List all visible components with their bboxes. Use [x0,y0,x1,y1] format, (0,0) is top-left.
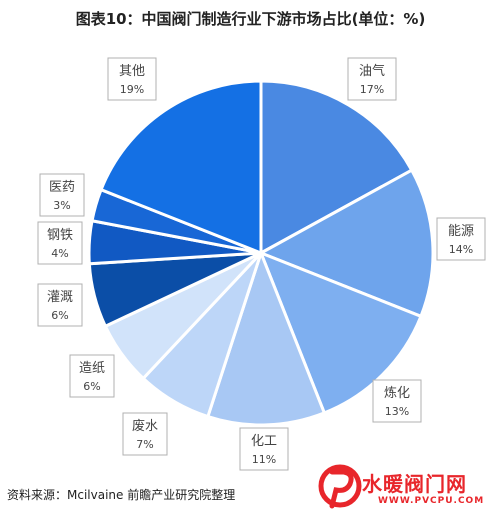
slice-label-box [107,57,157,101]
logo-url: WWW.PVCPU.COM [378,496,485,506]
slice-label-name: 造纸 [79,361,105,376]
slice-label-name: 炼化 [384,386,410,401]
slice-label-box [37,283,83,327]
slice-label-value: 14% [449,243,473,256]
watermark-logo: 水暖阀门网 WWW.PVCPU.COM [318,458,500,514]
pie-slice-4 [205,248,327,427]
slice-label-box [372,379,422,423]
slice-label-value: 13% [385,405,409,418]
slice-label-name: 其他 [119,64,145,79]
slice-label-value: 3% [53,199,70,212]
chart-title: 图表10：中国阀门制造行业下游市场占比(单位：%) [75,10,426,28]
slice-label-name: 废水 [132,418,158,434]
pie-slice-10 [99,79,263,256]
slice-label-box [436,217,486,261]
slice-label-box [37,221,83,265]
pie-slice-2 [257,168,435,319]
slice-label-box [347,57,397,101]
slice-label-value: 11% [252,453,276,466]
slice-label-name: 灌溉 [47,290,73,305]
slice-label-value: 17% [360,83,384,96]
slice-label-box [239,427,289,471]
slice-label-value: 6% [51,309,68,322]
logo-mark-icon [318,464,362,509]
slice-label-box [39,173,85,217]
slice-label-box [69,354,115,398]
slice-label-box [122,412,168,456]
slice-label-value: 6% [83,380,100,393]
pie-slice-3 [258,250,423,415]
slice-label-name: 医药 [49,180,75,195]
slice-label-value: 19% [120,83,144,96]
source-note: 资料来源：Mcilvaine 前瞻产业研究院整理 [7,488,236,502]
slice-label-name: 化工 [251,434,277,449]
slice-label-value: 7% [136,438,153,451]
slice-label-name: 能源 [448,224,474,239]
pie-slice-1 [259,79,414,256]
slice-label-name: 钢铁 [47,228,73,243]
slice-label-value: 4% [51,247,68,260]
slice-label-name: 油气 [359,63,385,79]
logo-name: 水暖阀门网 [362,472,467,496]
